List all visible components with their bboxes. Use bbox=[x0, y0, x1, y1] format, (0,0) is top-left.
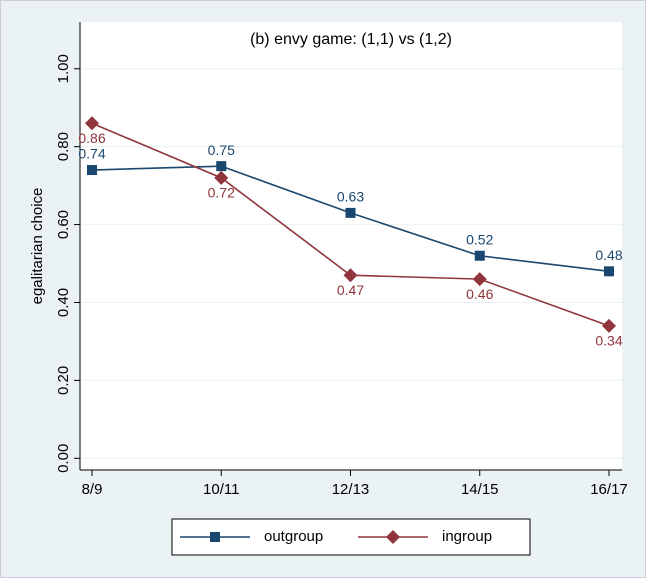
y-axis-label: egalitarian choice bbox=[29, 188, 46, 305]
legend-label: outgroup bbox=[264, 528, 323, 545]
y-tick-label: 1.00 bbox=[55, 54, 72, 83]
marker bbox=[214, 170, 229, 185]
chart-title: (b) envy game: (1,1) vs (1,2) bbox=[250, 31, 452, 48]
marker bbox=[604, 266, 614, 277]
value-label: 0.48 bbox=[595, 247, 622, 263]
y-tick-label: 0.20 bbox=[55, 366, 72, 395]
marker bbox=[210, 532, 220, 542]
y-tick-label: 0.80 bbox=[55, 132, 72, 161]
marker bbox=[474, 250, 485, 261]
value-label: 0.52 bbox=[466, 231, 493, 247]
y-tick-label: 0.40 bbox=[55, 288, 72, 317]
value-label: 0.46 bbox=[466, 286, 493, 302]
marker bbox=[386, 530, 400, 544]
value-label: 0.75 bbox=[208, 142, 235, 158]
marker bbox=[216, 161, 227, 172]
legend-label: ingroup bbox=[442, 528, 492, 545]
y-tick-label: 0.00 bbox=[55, 444, 72, 473]
x-tick-label: 10/11 bbox=[203, 481, 239, 498]
marker bbox=[343, 268, 358, 283]
marker bbox=[87, 165, 97, 176]
marker bbox=[85, 116, 99, 131]
value-label: 0.63 bbox=[337, 189, 364, 205]
marker bbox=[602, 318, 616, 333]
x-tick-label: 16/17 bbox=[590, 481, 628, 498]
value-label: 0.47 bbox=[337, 282, 364, 298]
x-tick-label: 12/13 bbox=[332, 481, 370, 498]
value-label: 0.74 bbox=[78, 146, 105, 162]
value-label: 0.34 bbox=[595, 333, 622, 349]
marker bbox=[472, 272, 487, 287]
marker bbox=[345, 207, 356, 218]
x-tick-label: 14/15 bbox=[461, 481, 499, 498]
value-label: 0.72 bbox=[208, 185, 235, 201]
value-label: 0.86 bbox=[78, 130, 105, 146]
y-tick-label: 0.60 bbox=[55, 210, 72, 239]
x-tick-label: 8/9 bbox=[82, 481, 103, 498]
plot-region bbox=[80, 22, 622, 470]
